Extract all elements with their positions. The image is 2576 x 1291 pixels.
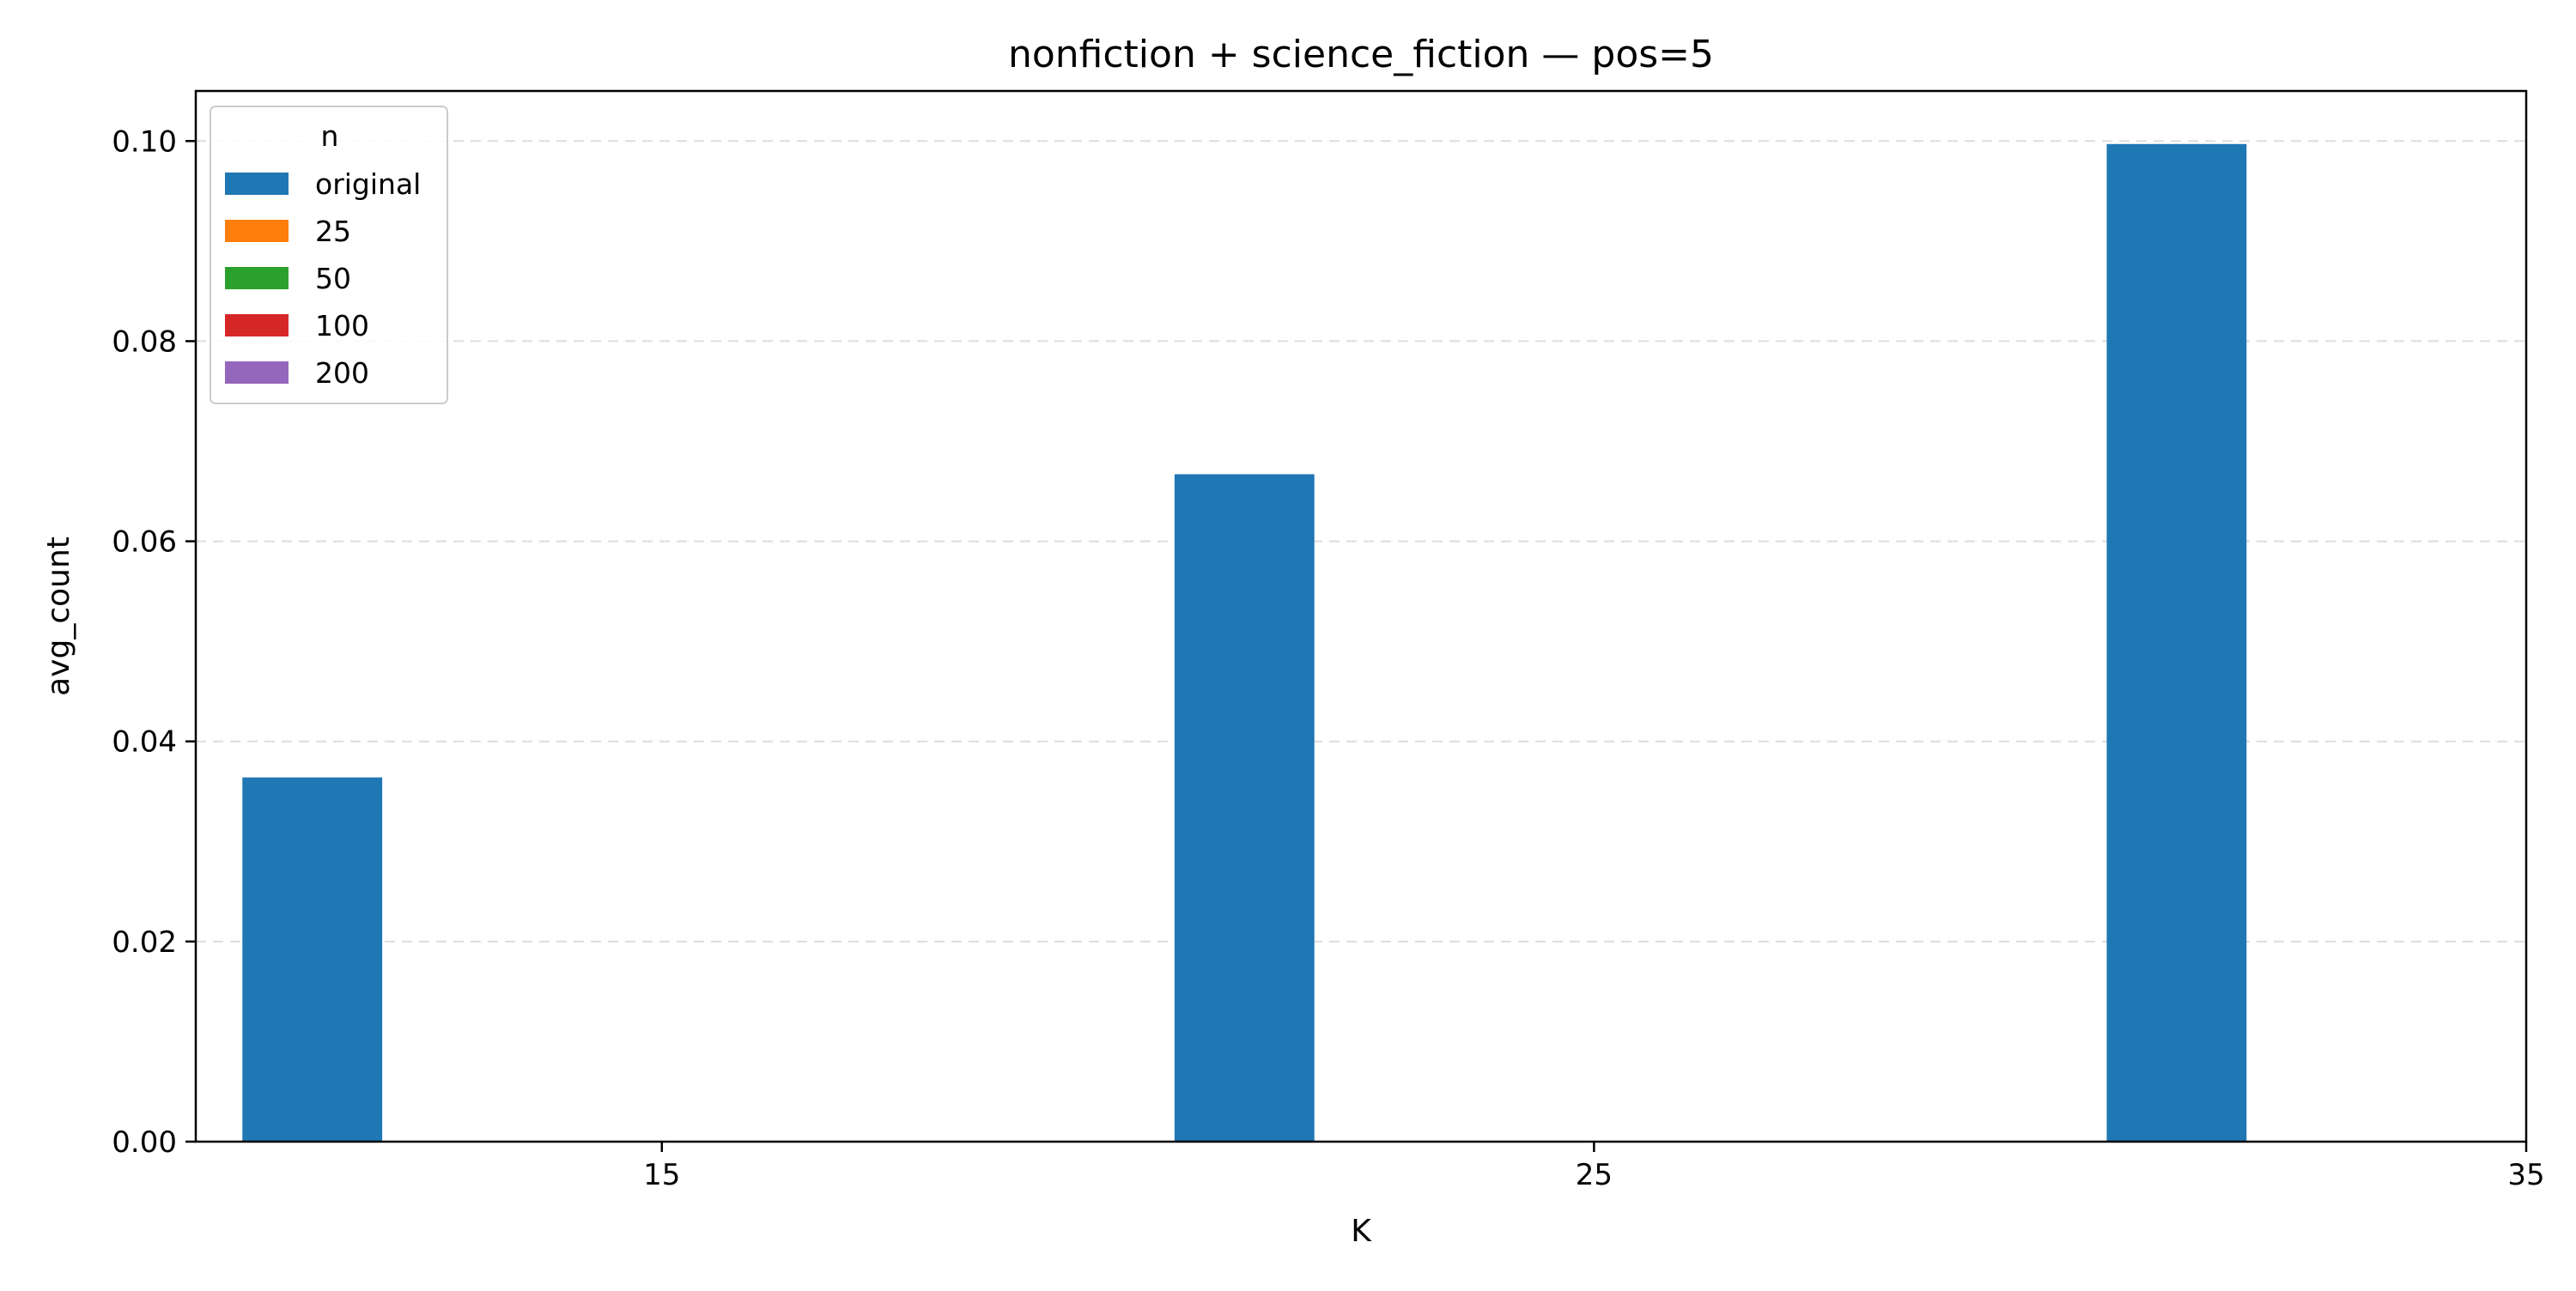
legend-label: 25 (315, 215, 351, 248)
legend-label: 100 (315, 309, 369, 342)
plot-frame (194, 89, 2528, 1143)
legend-swatch (225, 220, 289, 242)
legend-swatch (225, 173, 289, 195)
y-axis-label: avg_count (41, 536, 76, 696)
legend-label: original (315, 167, 421, 201)
bar-original-35 (2106, 143, 2247, 1143)
x-axis-ticks: 15 25 35 (643, 1142, 2545, 1192)
y-tick-label: 0.04 (112, 725, 177, 760)
x-tick-label: 15 (643, 1158, 680, 1192)
legend-label: 50 (315, 262, 351, 295)
legend-label: 200 (315, 356, 369, 390)
bars (242, 143, 2247, 1143)
legend: n original 25 50 100 200 (210, 106, 448, 404)
y-tick-label: 0.02 (112, 925, 177, 960)
y-tick-label: 0.10 (112, 124, 177, 159)
y-tick-label: 0.06 (112, 525, 177, 560)
legend-title: n (321, 119, 339, 153)
y-tick-label: 0.08 (112, 324, 177, 359)
y-tick-label: 0.00 (112, 1125, 177, 1160)
x-tick-label: 35 (2507, 1158, 2544, 1192)
bar-original-15 (242, 777, 383, 1142)
legend-swatch (225, 314, 289, 336)
y-axis-ticks: 0.00 0.02 0.04 0.06 0.08 0.10 (112, 124, 196, 1160)
legend-swatch (225, 361, 289, 384)
legend-items: original 25 50 100 200 (225, 167, 421, 390)
legend-swatch (225, 267, 289, 289)
bar-original-25 (1174, 474, 1315, 1142)
x-axis-label: K (1351, 1214, 1372, 1249)
x-tick-label: 25 (1576, 1158, 1613, 1192)
chart-title: nonfiction + science_fiction — pos=5 (1008, 33, 1714, 76)
